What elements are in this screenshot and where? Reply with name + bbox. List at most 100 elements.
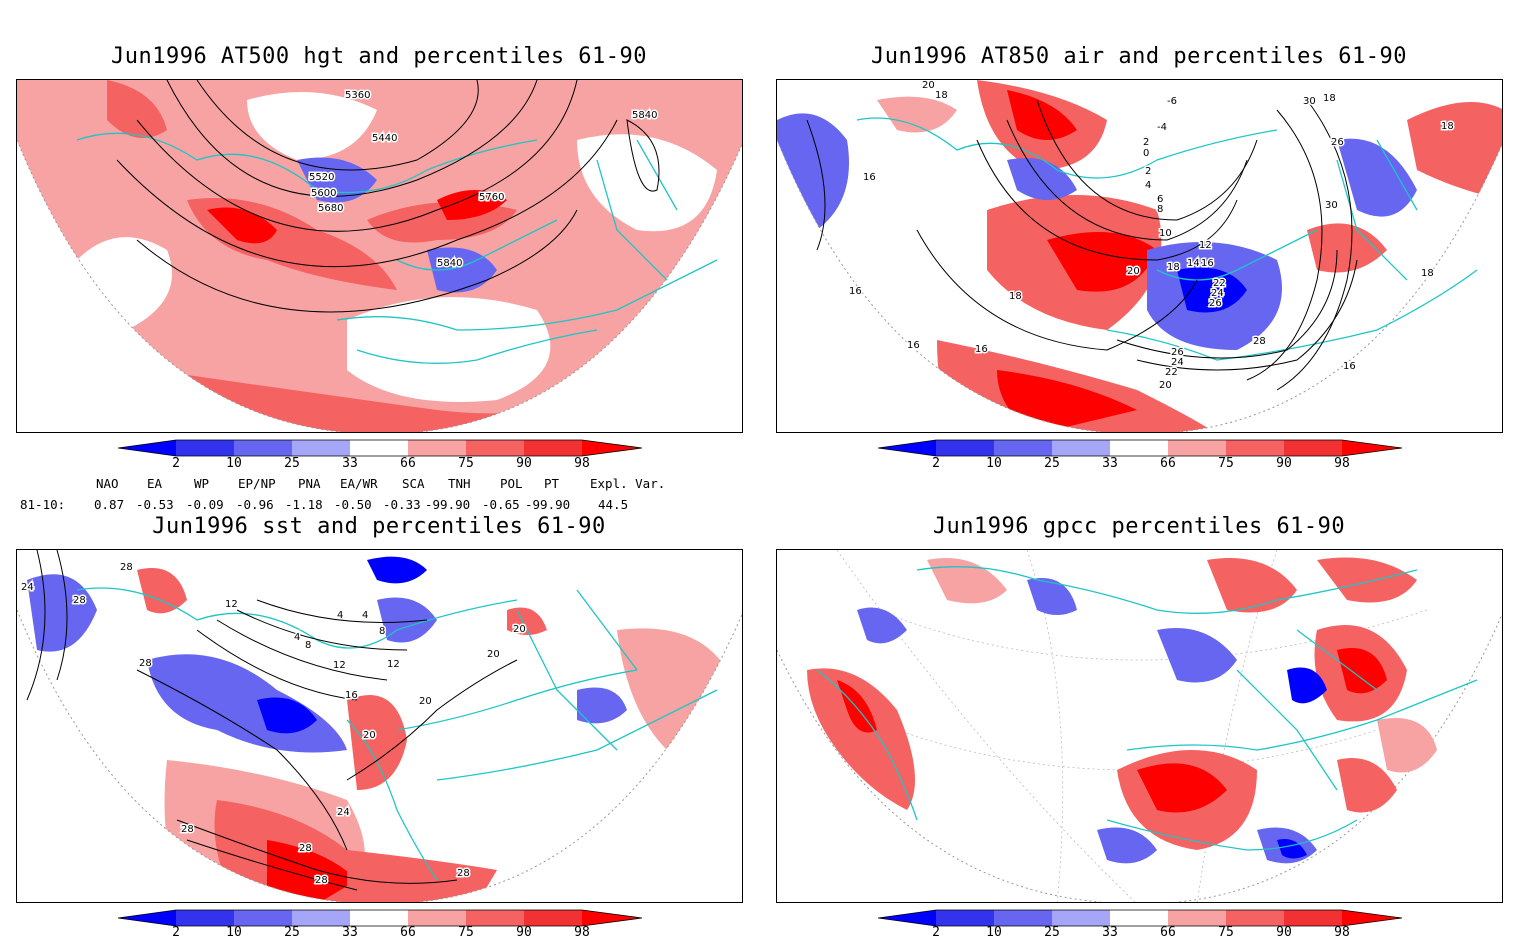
coastlines bbox=[816, 566, 1478, 851]
contour-label: 12 bbox=[387, 659, 400, 670]
colorbar-label: 2 bbox=[932, 456, 940, 471]
contour-label: 8 bbox=[1157, 204, 1163, 215]
colorbar-label: 90 bbox=[516, 456, 532, 471]
colorbar-svg bbox=[877, 439, 1403, 457]
colorbar-label: 10 bbox=[226, 456, 242, 471]
contour-labels: 20 18 -6 -4 2 0 2 4 6 8 10 12 14 16 18 2… bbox=[848, 80, 1456, 393]
colorbar-label: 90 bbox=[516, 925, 532, 940]
contour-label: 22 bbox=[1213, 278, 1226, 289]
contour-label: 5520 bbox=[309, 172, 334, 183]
tele-value: -99.90 bbox=[425, 497, 471, 512]
tele-value: -0.33 bbox=[383, 497, 421, 512]
colorbar-label: 33 bbox=[342, 456, 358, 471]
coastlines bbox=[76, 132, 718, 364]
contour-label: 24 bbox=[337, 807, 350, 818]
colorbar-label: 25 bbox=[284, 925, 300, 940]
colorbar-label: 98 bbox=[1334, 925, 1350, 940]
contour-label: 20 bbox=[419, 696, 432, 707]
contour-label: 24 bbox=[1211, 288, 1224, 299]
contour-label: 30 bbox=[1325, 200, 1338, 211]
tele-header: SCA bbox=[402, 476, 425, 491]
colorbar-bottom-right: 2 10 25 33 66 75 90 98 bbox=[877, 909, 1403, 940]
tele-value: 44.5 bbox=[598, 497, 629, 512]
colorbar-bottom-left: 2 10 25 33 66 75 90 98 bbox=[117, 909, 643, 940]
colorbar-label: 25 bbox=[1044, 456, 1060, 471]
map-panel-gpcc bbox=[776, 549, 1503, 903]
contour-label: 16 bbox=[1201, 258, 1214, 269]
colorbar-label: 98 bbox=[574, 925, 590, 940]
tele-header: PT bbox=[544, 476, 560, 491]
contour-label: 5760 bbox=[479, 192, 504, 203]
panel-title-sst: Jun1996 sst and percentiles 61-90 bbox=[152, 514, 606, 539]
tele-header: WP bbox=[194, 476, 210, 491]
tele-header: EP/NP bbox=[238, 476, 276, 491]
tele-value: -0.53 bbox=[136, 497, 174, 512]
colorbar-label: 10 bbox=[226, 925, 242, 940]
contour-label: 20 bbox=[363, 730, 376, 741]
colorbar-svg bbox=[117, 439, 643, 457]
contour-label: 20 bbox=[1159, 380, 1172, 391]
contour-label: 6 bbox=[1157, 194, 1163, 205]
contour-label: 28 bbox=[1253, 336, 1266, 347]
temperature-contours bbox=[806, 99, 1358, 391]
colorbar-label: 66 bbox=[1160, 925, 1176, 940]
tele-header: EA bbox=[147, 476, 163, 491]
colorbar-label: 90 bbox=[1276, 456, 1292, 471]
contour-labels: 5360 5440 5520 5600 5680 5760 5840 5840 bbox=[308, 89, 659, 271]
contour-labels: 24 28 28 12 8 4 4 4 8 12 12 16 20 20 20 … bbox=[20, 561, 528, 888]
tele-header: EA/WR bbox=[340, 476, 378, 491]
contour-label: 5360 bbox=[345, 90, 370, 101]
contour-label: 18 bbox=[1441, 121, 1454, 132]
colorbar-label: 75 bbox=[458, 456, 474, 471]
colorbar-label: 33 bbox=[342, 925, 358, 940]
contour-label: 14 bbox=[1187, 258, 1200, 269]
contour-label: 4 bbox=[337, 610, 343, 621]
contour-label: 20 bbox=[513, 624, 526, 635]
contour-label: 4 bbox=[362, 610, 368, 621]
tele-value: -0.09 bbox=[186, 497, 224, 512]
colorbar-top-right: 2 10 25 33 66 75 90 98 bbox=[877, 439, 1403, 475]
contour-label: 22 bbox=[1165, 367, 1178, 378]
map-svg-sst: 24 28 28 12 8 4 4 4 8 12 12 16 20 20 20 … bbox=[17, 550, 742, 902]
contour-label: 12 bbox=[225, 599, 238, 610]
tele-header: TNH bbox=[448, 476, 471, 491]
tele-value: -0.65 bbox=[482, 497, 520, 512]
tele-value: -0.50 bbox=[334, 497, 372, 512]
contour-label: 8 bbox=[379, 626, 385, 637]
tele-row-label: 81-10: bbox=[20, 497, 66, 512]
colorbar-label: 75 bbox=[458, 925, 474, 940]
tele-header: POL bbox=[500, 476, 523, 491]
contour-label: 8 bbox=[305, 640, 311, 651]
colorbar-label: 2 bbox=[172, 456, 180, 471]
colorbar-label: 33 bbox=[1102, 925, 1118, 940]
coastlines bbox=[856, 117, 1478, 361]
height-contours bbox=[116, 80, 660, 313]
contour-label: 18 bbox=[1323, 93, 1336, 104]
contour-label: 5840 bbox=[632, 110, 657, 121]
contour-label: 18 bbox=[1421, 268, 1434, 279]
contour-label: 12 bbox=[333, 660, 346, 671]
contour-label: 16 bbox=[849, 286, 862, 297]
panel-title-air850: Jun1996 AT850 air and percentiles 61-90 bbox=[870, 44, 1408, 69]
contour-label: 26 bbox=[1331, 137, 1344, 148]
contour-label: 16 bbox=[1343, 361, 1356, 372]
colorbar-label: 10 bbox=[986, 925, 1002, 940]
tele-value: -1.18 bbox=[285, 497, 323, 512]
map-panel-sst: 24 28 28 12 8 4 4 4 8 12 12 16 20 20 20 … bbox=[16, 549, 743, 903]
contour-label: 24 bbox=[1171, 357, 1184, 368]
contour-label: 28 bbox=[299, 843, 312, 854]
contour-label: 4 bbox=[294, 632, 300, 643]
colorbar-label: 10 bbox=[986, 456, 1002, 471]
contour-label: 28 bbox=[181, 824, 194, 835]
contour-label: 28 bbox=[139, 658, 152, 669]
contour-label: -6 bbox=[1167, 96, 1177, 107]
colorbar-label: 90 bbox=[1276, 925, 1292, 940]
contour-label: -4 bbox=[1157, 122, 1167, 133]
contour-label: 24 bbox=[21, 582, 34, 593]
colorbar-label: 25 bbox=[284, 456, 300, 471]
contour-label: 2 bbox=[1143, 137, 1149, 148]
contour-label: 0 bbox=[1143, 148, 1149, 159]
colorbar-label: 2 bbox=[172, 925, 180, 940]
map-panel-air850: 20 18 -6 -4 2 0 2 4 6 8 10 12 14 16 18 2… bbox=[776, 79, 1503, 433]
tele-header: Expl. Var. bbox=[590, 476, 666, 491]
